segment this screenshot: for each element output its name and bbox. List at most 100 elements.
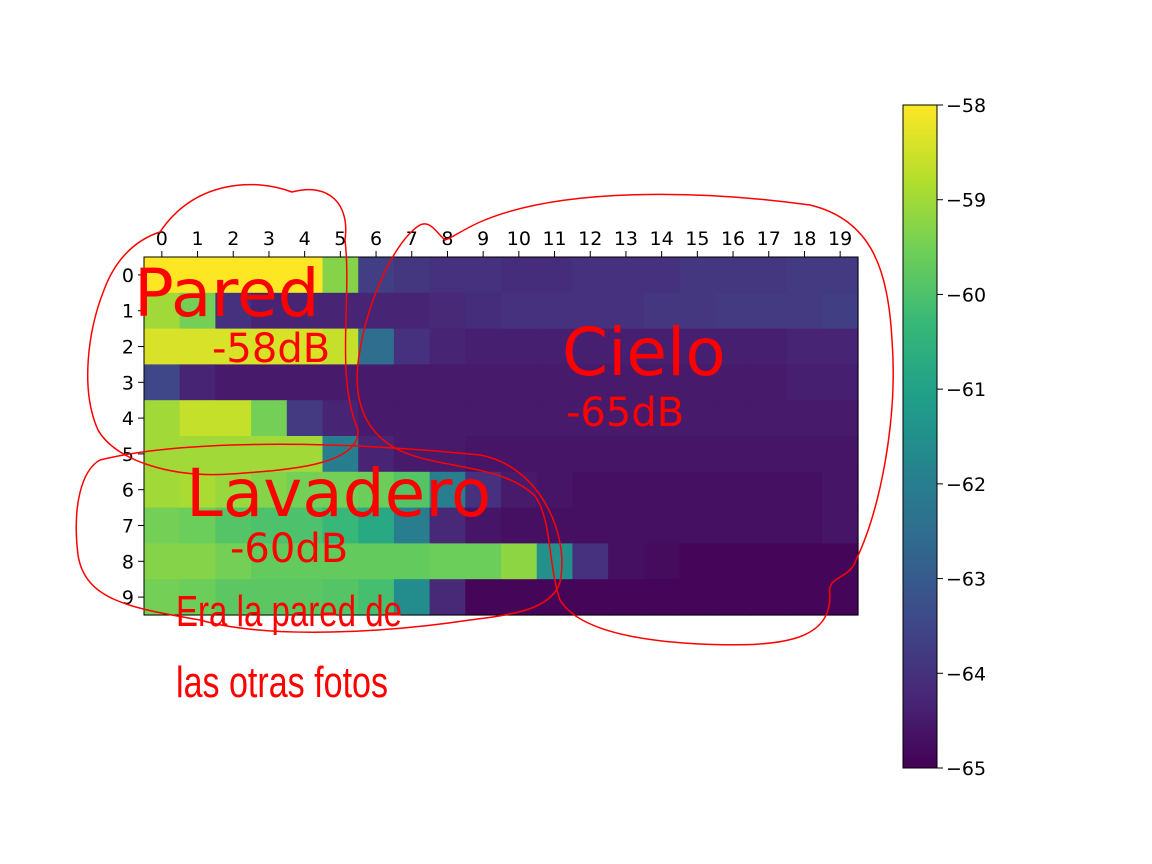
heatmap-cell — [536, 328, 573, 365]
heatmap-cell — [251, 328, 288, 365]
pared-outline — [86, 183, 359, 476]
heatmap-cell — [286, 471, 324, 509]
colorbar-gradient — [902, 104, 938, 769]
heatmap-cell — [608, 436, 645, 473]
heatmap-cell — [786, 436, 823, 473]
heatmap-cell — [822, 292, 859, 330]
heatmap-cell — [429, 364, 466, 401]
heatmap-cell — [251, 292, 288, 330]
heatmap-cell — [179, 579, 216, 616]
annotation-texts: Pared -58dB Cielo -65dB Lavadero -60dB E… — [134, 255, 726, 707]
heatmap-cell — [429, 543, 466, 580]
heatmap-cell — [322, 400, 359, 437]
x-tick-label: 12 — [578, 228, 602, 250]
heatmap-cell — [215, 579, 252, 616]
heatmap-cell — [715, 543, 752, 580]
heatmap-cell — [251, 257, 288, 294]
heatmap-cell — [358, 436, 395, 473]
y-tick-label: 3 — [122, 372, 134, 394]
heatmap-cell — [393, 579, 431, 616]
note-line-1: Era la pared de — [176, 587, 402, 636]
heatmap-cell — [393, 292, 431, 330]
x-tick-label: 4 — [299, 228, 311, 250]
heatmap-cell — [215, 543, 252, 580]
heatmap-cell — [251, 543, 288, 580]
x-tick-label: 15 — [685, 228, 709, 250]
heatmap-cell — [536, 292, 573, 330]
note-line-2: las otras fotos — [176, 658, 388, 707]
heatmap-cell — [572, 400, 609, 437]
heatmap-cell — [251, 471, 288, 509]
heatmap-cell — [144, 543, 181, 580]
x-tick-label: 10 — [507, 228, 531, 250]
heatmap-cell — [144, 400, 181, 437]
y-tick-label: 1 — [122, 301, 134, 323]
heatmap-cell — [608, 579, 645, 616]
heatmap-cell — [572, 257, 609, 294]
heatmap-cell — [643, 364, 681, 401]
x-tick-label: 18 — [792, 228, 816, 250]
heatmap-cell — [179, 436, 216, 473]
heatmap-cell — [715, 579, 752, 616]
heatmap-cell — [715, 328, 752, 365]
lavadero-outline — [75, 443, 563, 633]
heatmap-cell — [750, 364, 788, 401]
heatmap-cell — [822, 471, 859, 509]
heatmap-cell — [822, 328, 859, 365]
x-tick-label: 2 — [227, 228, 239, 250]
heatmap-cell — [750, 471, 788, 509]
heatmap-cell — [572, 292, 609, 330]
heatmap-cell — [715, 471, 752, 509]
heatmap-cell — [536, 471, 573, 509]
heatmap-cell — [144, 257, 181, 294]
heatmap-cell — [358, 292, 395, 330]
heatmap-cell — [572, 507, 609, 544]
heatmap-cell — [715, 436, 752, 473]
heatmap-cell — [608, 543, 645, 580]
heatmap-cell — [786, 579, 823, 616]
heatmap-cell — [679, 364, 716, 401]
heatmap-cell — [465, 471, 502, 509]
heatmap-cell — [393, 364, 431, 401]
heatmap-cell — [822, 507, 859, 544]
heatmap-cell — [608, 257, 645, 294]
cielo-value: -65dB — [566, 390, 684, 436]
heatmap-cell — [322, 471, 359, 509]
heatmap-cell — [393, 328, 431, 365]
heatmap-cell — [286, 400, 324, 437]
heatmap-cell — [750, 436, 788, 473]
x-tick-label: 17 — [757, 228, 781, 250]
heatmap-cell — [429, 328, 466, 365]
heatmap-cell — [251, 400, 288, 437]
heatmap-cell — [643, 579, 681, 616]
heatmap-cell — [750, 328, 788, 365]
heatmap-cell — [286, 507, 324, 544]
heatmap-cell — [215, 257, 252, 294]
heatmap-cell — [465, 579, 502, 616]
colorbar-tick-label: −59 — [946, 190, 986, 212]
heatmap-cell — [179, 543, 216, 580]
heatmap-cell — [429, 471, 466, 509]
annotation-outlines — [75, 183, 894, 646]
heatmap-cell — [501, 471, 538, 509]
heatmap-cell — [536, 257, 573, 294]
heatmap-cell — [501, 292, 538, 330]
heatmap-cell — [608, 364, 645, 401]
lavadero-label: Lavadero — [186, 455, 491, 532]
heatmap-cell — [144, 328, 181, 365]
heatmap-cell — [536, 400, 573, 437]
heatmap-cell — [643, 436, 681, 473]
heatmap-cell — [501, 543, 538, 580]
heatmap-cell — [179, 364, 216, 401]
heatmap-cell — [822, 543, 859, 580]
heatmap-cell — [750, 257, 788, 294]
heatmap-cell — [215, 364, 252, 401]
cielo-label: Cielo — [562, 314, 726, 391]
colorbar-ticks: −58 −59 −60 −61 −62 −63 −64 −65 — [937, 95, 986, 780]
heatmap-cell — [750, 543, 788, 580]
colorbar-tick-label: −60 — [946, 284, 986, 306]
heatmap-cell — [322, 579, 359, 616]
heatmap-cell — [429, 400, 466, 437]
